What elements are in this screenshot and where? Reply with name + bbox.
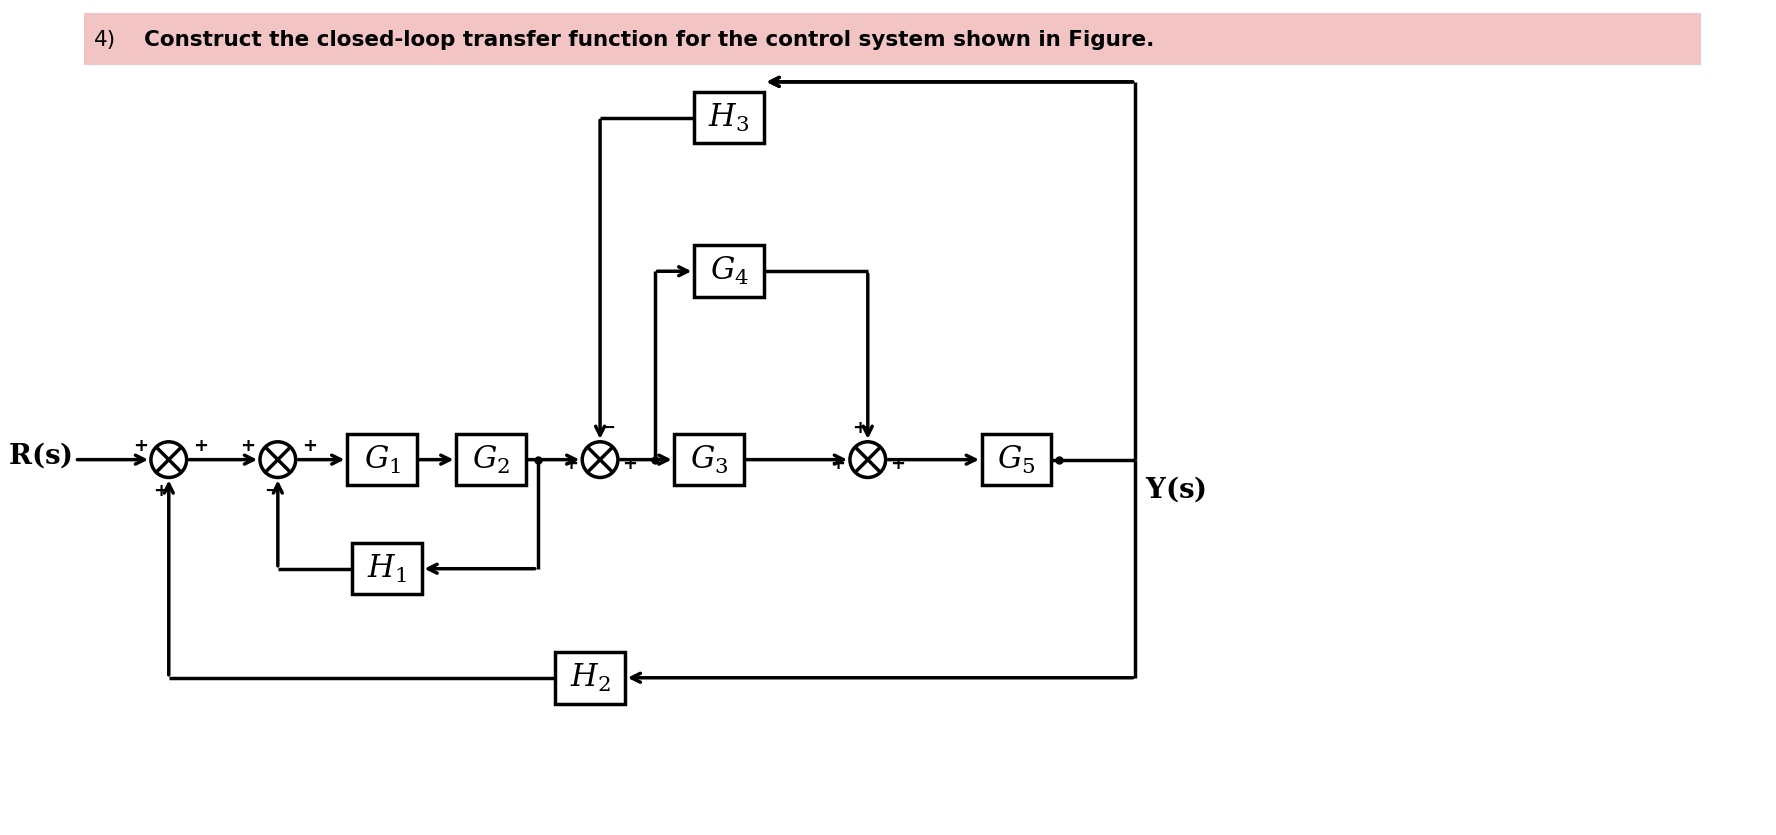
Text: $G_5$: $G_5$ [998, 443, 1035, 476]
FancyBboxPatch shape [85, 13, 1701, 65]
FancyBboxPatch shape [348, 434, 417, 485]
Text: $\mathbf{Y(s)}$: $\mathbf{Y(s)}$ [1146, 474, 1206, 504]
Text: $H_1$: $H_1$ [368, 553, 407, 584]
Text: $H_2$: $H_2$ [570, 661, 611, 694]
Text: +: + [831, 454, 845, 473]
Text: +: + [153, 483, 169, 500]
Text: +: + [622, 454, 638, 473]
Text: $H_3$: $H_3$ [709, 102, 749, 134]
Text: +: + [133, 437, 149, 455]
Text: $\mathbf{R(s)}$: $\mathbf{R(s)}$ [9, 440, 73, 469]
Text: +: + [852, 419, 867, 437]
Text: +: + [194, 437, 208, 455]
Text: +: + [890, 454, 906, 473]
Text: −: − [600, 419, 616, 437]
Text: Construct the closed-loop transfer function for the control system shown in Figu: Construct the closed-loop transfer funct… [144, 30, 1154, 50]
Text: +: + [563, 454, 577, 473]
Text: 4): 4) [94, 30, 117, 50]
FancyBboxPatch shape [982, 434, 1051, 485]
Text: +: + [240, 437, 256, 455]
Text: $G_4$: $G_4$ [710, 256, 748, 287]
Text: $G_3$: $G_3$ [689, 443, 728, 476]
Text: $G_1$: $G_1$ [364, 443, 400, 476]
FancyBboxPatch shape [456, 434, 526, 485]
FancyBboxPatch shape [556, 652, 625, 704]
FancyBboxPatch shape [675, 434, 744, 485]
FancyBboxPatch shape [694, 245, 764, 297]
FancyBboxPatch shape [694, 92, 764, 144]
Text: $G_2$: $G_2$ [472, 443, 510, 476]
FancyBboxPatch shape [352, 543, 421, 595]
Text: −: − [265, 483, 279, 500]
Text: +: + [302, 437, 318, 455]
